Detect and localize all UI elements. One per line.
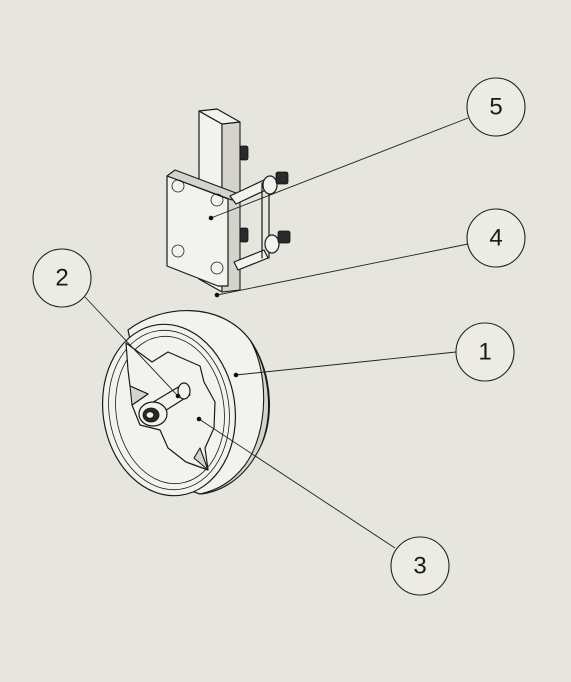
balloon-5-label: 5 <box>489 94 502 121</box>
balloon-5: 5 <box>466 77 526 137</box>
bolt-nut-lower <box>264 230 291 254</box>
clamp-plate <box>166 169 291 287</box>
bolt-nut-upper <box>262 171 289 195</box>
balloon-4: 4 <box>466 208 526 268</box>
balloon-4-label: 4 <box>489 225 502 252</box>
rear-bolts <box>239 145 249 243</box>
wheel <box>101 310 270 497</box>
balloon-3-label: 3 <box>413 553 426 580</box>
balloon-2-label: 2 <box>55 265 68 292</box>
balloon-1: 1 <box>455 322 515 382</box>
leader-lines <box>84 117 469 549</box>
axle <box>138 382 191 427</box>
balloon-2: 2 <box>32 248 92 308</box>
balloon-1-label: 1 <box>478 339 491 366</box>
balloon-3: 3 <box>390 536 450 596</box>
